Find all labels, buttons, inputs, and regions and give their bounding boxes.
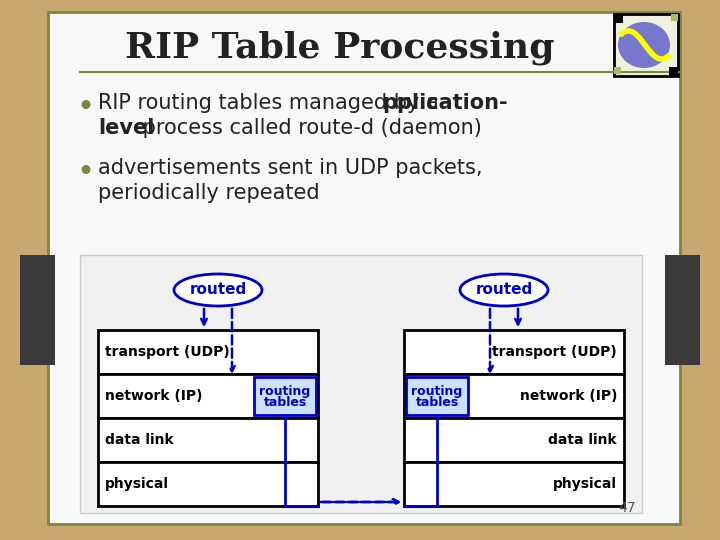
Text: data link: data link (549, 433, 617, 447)
Bar (669, 67, 678, 76)
Bar (48, 12, 680, 524)
Bar (254, 377, 316, 415)
Text: physical: physical (105, 477, 169, 491)
Text: physical: physical (553, 477, 617, 491)
Bar (404, 330, 624, 374)
Text: routing: routing (411, 384, 463, 397)
Bar (404, 374, 624, 418)
Text: •: • (76, 93, 94, 122)
Bar (98, 374, 318, 418)
Text: tables: tables (264, 396, 307, 409)
Bar (98, 418, 318, 462)
Text: transport (UDP): transport (UDP) (105, 345, 230, 359)
Bar (665, 255, 700, 365)
Ellipse shape (618, 22, 670, 68)
Text: pplication-: pplication- (382, 93, 508, 113)
Bar (98, 330, 318, 374)
Text: periodically repeated: periodically repeated (98, 183, 320, 203)
Bar (404, 462, 624, 506)
Ellipse shape (460, 274, 548, 306)
Text: tables: tables (415, 396, 459, 409)
Text: transport (UDP): transport (UDP) (492, 345, 617, 359)
Bar (80, 255, 642, 513)
Text: data link: data link (105, 433, 174, 447)
Bar (614, 14, 678, 76)
Text: advertisements sent in UDP packets,: advertisements sent in UDP packets, (98, 158, 482, 178)
Text: network (IP): network (IP) (520, 389, 617, 403)
Text: •: • (76, 158, 94, 187)
Text: network (IP): network (IP) (105, 389, 202, 403)
Text: routed: routed (475, 282, 533, 298)
Bar (671, 14, 678, 21)
Text: process called route-d (daemon): process called route-d (daemon) (136, 118, 482, 138)
Bar (404, 418, 624, 462)
Bar (20, 255, 55, 365)
Text: 47: 47 (618, 501, 636, 515)
Ellipse shape (174, 274, 262, 306)
Bar (406, 377, 468, 415)
Text: routed: routed (189, 282, 247, 298)
Text: RIP routing tables managed by a: RIP routing tables managed by a (98, 93, 438, 113)
Bar (98, 462, 318, 506)
Bar (614, 67, 621, 74)
Text: routing: routing (259, 384, 310, 397)
Text: level: level (98, 118, 154, 138)
Bar (614, 14, 623, 23)
Text: RIP Table Processing: RIP Table Processing (125, 31, 554, 65)
